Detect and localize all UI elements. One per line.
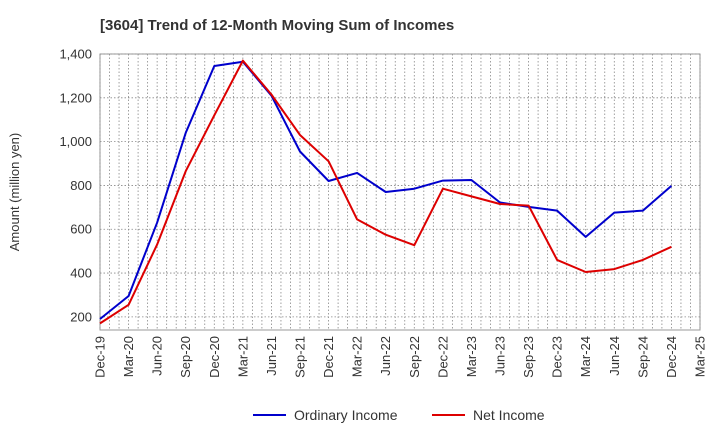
x-tick-label: Sep-23 [521, 336, 536, 378]
y-tick-label: 600 [70, 222, 92, 237]
series-line [99, 60, 673, 320]
series-lines [99, 59, 673, 325]
y-tick-label: 400 [70, 266, 92, 281]
x-tick-label: Mar-24 [578, 336, 593, 377]
y-tick-label: 200 [70, 309, 92, 324]
x-tick-label: Mar-22 [350, 336, 365, 377]
legend-label: Net Income [473, 407, 545, 423]
x-tick-label: Dec-22 [435, 336, 450, 378]
legend-label: Ordinary Income [294, 407, 398, 423]
x-tick-label: Sep-21 [293, 336, 308, 378]
y-axis-ticks: 200 400 600 800 1,000 1,200 1,400 [59, 47, 92, 325]
x-tick-label: Sep-24 [635, 336, 650, 378]
x-tick-label: Jun-23 [493, 336, 508, 376]
x-tick-label: Dec-20 [207, 336, 222, 378]
x-tick-label: Mar-21 [235, 336, 250, 377]
y-tick-label: 1,000 [59, 134, 92, 149]
x-tick-label: Jun-20 [150, 336, 165, 376]
x-tick-label: Mar-25 [693, 336, 708, 377]
x-tick-label: Mar-23 [464, 336, 479, 377]
plot-area [99, 53, 701, 331]
x-axis-ticks: Dec-19 Mar-20 Jun-20 Sep-20 Dec-20 Mar-21 Jun-… [93, 336, 708, 378]
x-tick-label: Jun-21 [264, 336, 279, 376]
y-tick-label: 800 [70, 178, 92, 193]
x-tick-label: Sep-22 [407, 336, 422, 378]
x-tick-label: Dec-21 [321, 336, 336, 378]
series-line [99, 59, 672, 325]
chart-title: [3604] Trend of 12-Month Moving Sum of I… [100, 17, 454, 34]
x-tick-label: Dec-23 [550, 336, 565, 378]
y-tick-label: 1,200 [59, 90, 92, 105]
x-tick-label: Jun-24 [607, 336, 622, 376]
x-tick-label: Jun-22 [378, 336, 393, 376]
x-tick-label: Dec-19 [93, 336, 108, 378]
x-tick-label: Mar-20 [121, 336, 136, 377]
x-tick-label: Dec-24 [664, 336, 679, 378]
x-tick-label: Sep-20 [178, 336, 193, 378]
legend: Ordinary Income Net Income [253, 407, 545, 423]
y-tick-label: 1,400 [59, 47, 92, 62]
y-axis-label: Amount (million yen) [7, 133, 22, 252]
